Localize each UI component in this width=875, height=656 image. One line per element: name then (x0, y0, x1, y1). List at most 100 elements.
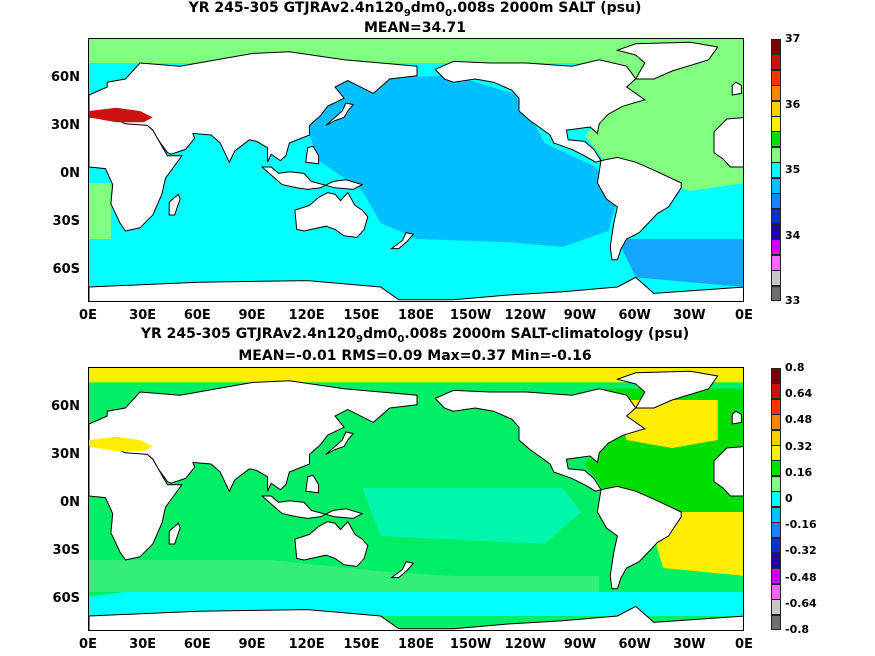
colorbar-swatch (771, 223, 781, 240)
colorbar-label: 0.16 (785, 465, 813, 479)
land-south-america (596, 485, 682, 590)
lon-label: 150E (343, 308, 380, 323)
colorbar-swatch (771, 39, 781, 55)
colorbar-swatch (771, 475, 781, 492)
land-philippines (305, 474, 320, 494)
colorbar-swatch (771, 599, 781, 616)
land-japan (325, 431, 355, 455)
lon-label: 150W (449, 308, 492, 323)
colorbar-swatch (771, 69, 781, 86)
colorbar-swatch (771, 254, 781, 271)
colorbar-swatch (771, 398, 781, 415)
panel-2-title: YR 245-305 GTJRAv2.4n1209dm00.008s 2000m… (140, 326, 690, 345)
land-uk (731, 81, 742, 96)
south-atlantic-water (617, 239, 743, 287)
southern-green-band (89, 560, 600, 592)
colorbar-label: 37 (785, 32, 801, 45)
lon-label: 120E (288, 637, 325, 652)
land-australia (294, 191, 369, 238)
lon-label: 30W (673, 637, 706, 652)
mediterranean-water (89, 107, 153, 123)
lon-label: 60E (183, 637, 211, 652)
colorbar-swatch (771, 131, 781, 148)
colorbar-label: 0.8 (785, 361, 805, 374)
colorbar-label: -0.48 (785, 570, 817, 584)
lon-label: 90W (563, 308, 597, 323)
land-uk (731, 410, 742, 425)
lon-label: 0E (735, 637, 753, 652)
colorbar-label: 0.48 (785, 413, 813, 427)
lat-label: 0N (60, 495, 80, 510)
lat-label: 30N (51, 447, 80, 462)
lon-label: 60W (618, 308, 651, 323)
lon-label: 60W (618, 637, 651, 652)
south-atlantic-anomaly (653, 512, 743, 576)
lat-label: 60N (51, 399, 80, 414)
colorbar-swatch (771, 270, 781, 287)
land-new-zealand (389, 232, 415, 250)
lon-label: 60E (183, 308, 211, 323)
north-atlantic-water (617, 400, 718, 448)
land-africa-west (713, 446, 743, 497)
land-philippines (305, 145, 320, 165)
lon-label: 90E (238, 637, 266, 652)
lon-label: 150E (343, 637, 380, 652)
colorbar-label: -0.32 (785, 544, 817, 558)
lon-label: 120W (504, 637, 547, 652)
colorbar-label: -0.16 (785, 518, 817, 532)
land-antarctica (89, 605, 743, 630)
lat-label: 30N (51, 118, 80, 133)
lon-label: 0E (735, 308, 753, 323)
lat-label: 0N (60, 166, 80, 181)
panel-1-stats: MEAN=34.71 (363, 20, 467, 36)
lon-label: 90W (563, 637, 597, 652)
colorbar-swatch (771, 116, 781, 132)
lat-label: 30S (52, 543, 80, 558)
colorbar-swatch (771, 100, 781, 117)
panel-1-title: YR 245-305 GTJRAv2.4n1209dm00.008s 2000m… (188, 0, 642, 19)
lat-label: 60S (52, 262, 80, 277)
land-australia (294, 520, 369, 567)
colorbar-swatch (771, 368, 781, 384)
lon-label: 120E (288, 308, 325, 323)
panel-1-colorbar (771, 39, 781, 302)
lon-label: 30E (129, 637, 157, 652)
lat-label: 30S (52, 214, 80, 229)
colorbar-label: 34 (785, 228, 801, 242)
land-indonesia (260, 495, 364, 519)
lon-label: 180E (397, 637, 435, 652)
land-indonesia (260, 166, 364, 190)
panel-2-stats: MEAN=-0.01 RMS=0.09 Max=0.37 Min=-0.16 (238, 348, 592, 364)
land-greenland (615, 370, 719, 409)
panel-2-colorbar (771, 368, 781, 631)
colorbar-label: -0.8 (785, 623, 810, 636)
lon-label: 180E (397, 308, 435, 323)
lon-label: 0E (79, 637, 97, 652)
colorbar-swatch (771, 522, 781, 539)
colorbar-label: 0.32 (785, 439, 813, 453)
land-greenland (615, 41, 719, 80)
colorbar-swatch (771, 445, 781, 461)
colorbar-label: 33 (785, 294, 801, 307)
colorbar-swatch (771, 383, 781, 400)
colorbar-label: 0.64 (785, 387, 813, 401)
colorbar-swatch (771, 193, 781, 210)
colorbar-swatch (771, 568, 781, 585)
land-eurasia (89, 380, 418, 493)
lon-label: 30E (129, 308, 157, 323)
colorbar-swatch (771, 537, 781, 554)
colorbar-swatch (771, 414, 781, 431)
colorbar-label: 36 (785, 97, 801, 111)
land-madagascar (168, 522, 181, 545)
lat-label: 60S (52, 591, 80, 606)
lon-label: 90E (238, 308, 266, 323)
colorbar-swatch (771, 146, 781, 163)
colorbar-swatch (771, 429, 781, 446)
salinity-map (88, 38, 744, 302)
colorbar-swatch (771, 85, 781, 102)
land-africa (89, 444, 183, 561)
colorbar-swatch (771, 208, 781, 225)
colorbar-swatch (771, 177, 781, 194)
salinity-anomaly-map (88, 367, 744, 631)
colorbar-swatch (771, 239, 781, 256)
